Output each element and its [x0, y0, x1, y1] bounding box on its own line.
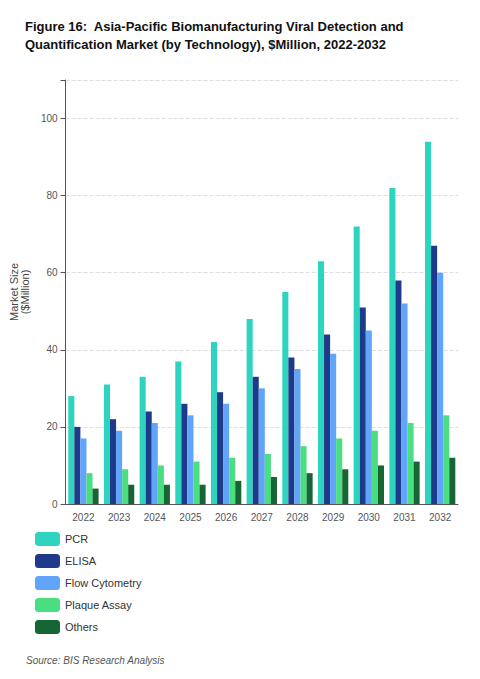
svg-text:PCR: PCR: [65, 533, 88, 545]
svg-text:2023: 2023: [108, 512, 131, 523]
svg-text:Quantification Market (by Tech: Quantification Market (by Technology), $…: [25, 37, 386, 52]
svg-text:Figure 16: Asia-Pacific Bioma: Figure 16: Asia-Pacific Biomanufacturing…: [25, 19, 407, 34]
svg-text:Plaque Assay: Plaque Assay: [65, 599, 132, 611]
svg-text:2030: 2030: [358, 512, 381, 523]
svg-text:2024: 2024: [144, 512, 167, 523]
svg-text:80: 80: [46, 190, 58, 201]
svg-text:2022: 2022: [72, 512, 95, 523]
svg-text:2026: 2026: [215, 512, 238, 523]
svg-text:2031: 2031: [393, 512, 416, 523]
svg-text:20: 20: [46, 421, 58, 432]
svg-text:2032: 2032: [429, 512, 452, 523]
svg-text:ELISA: ELISA: [65, 555, 97, 567]
svg-text:Source: BIS Research Analysis: Source: BIS Research Analysis: [26, 655, 165, 666]
svg-text:100: 100: [41, 113, 58, 124]
svg-text:Market Size: Market Size: [7, 263, 20, 321]
svg-text:Others: Others: [65, 621, 99, 633]
svg-text:2025: 2025: [179, 512, 202, 523]
svg-text:2029: 2029: [322, 512, 345, 523]
svg-text:Flow Cytometry: Flow Cytometry: [65, 577, 142, 589]
svg-text:40: 40: [46, 344, 58, 355]
svg-text:2028: 2028: [286, 512, 309, 523]
svg-text:60: 60: [46, 267, 58, 278]
svg-text:2027: 2027: [251, 512, 274, 523]
svg-text:($Million): ($Million): [19, 270, 31, 315]
svg-text:0: 0: [52, 499, 58, 510]
